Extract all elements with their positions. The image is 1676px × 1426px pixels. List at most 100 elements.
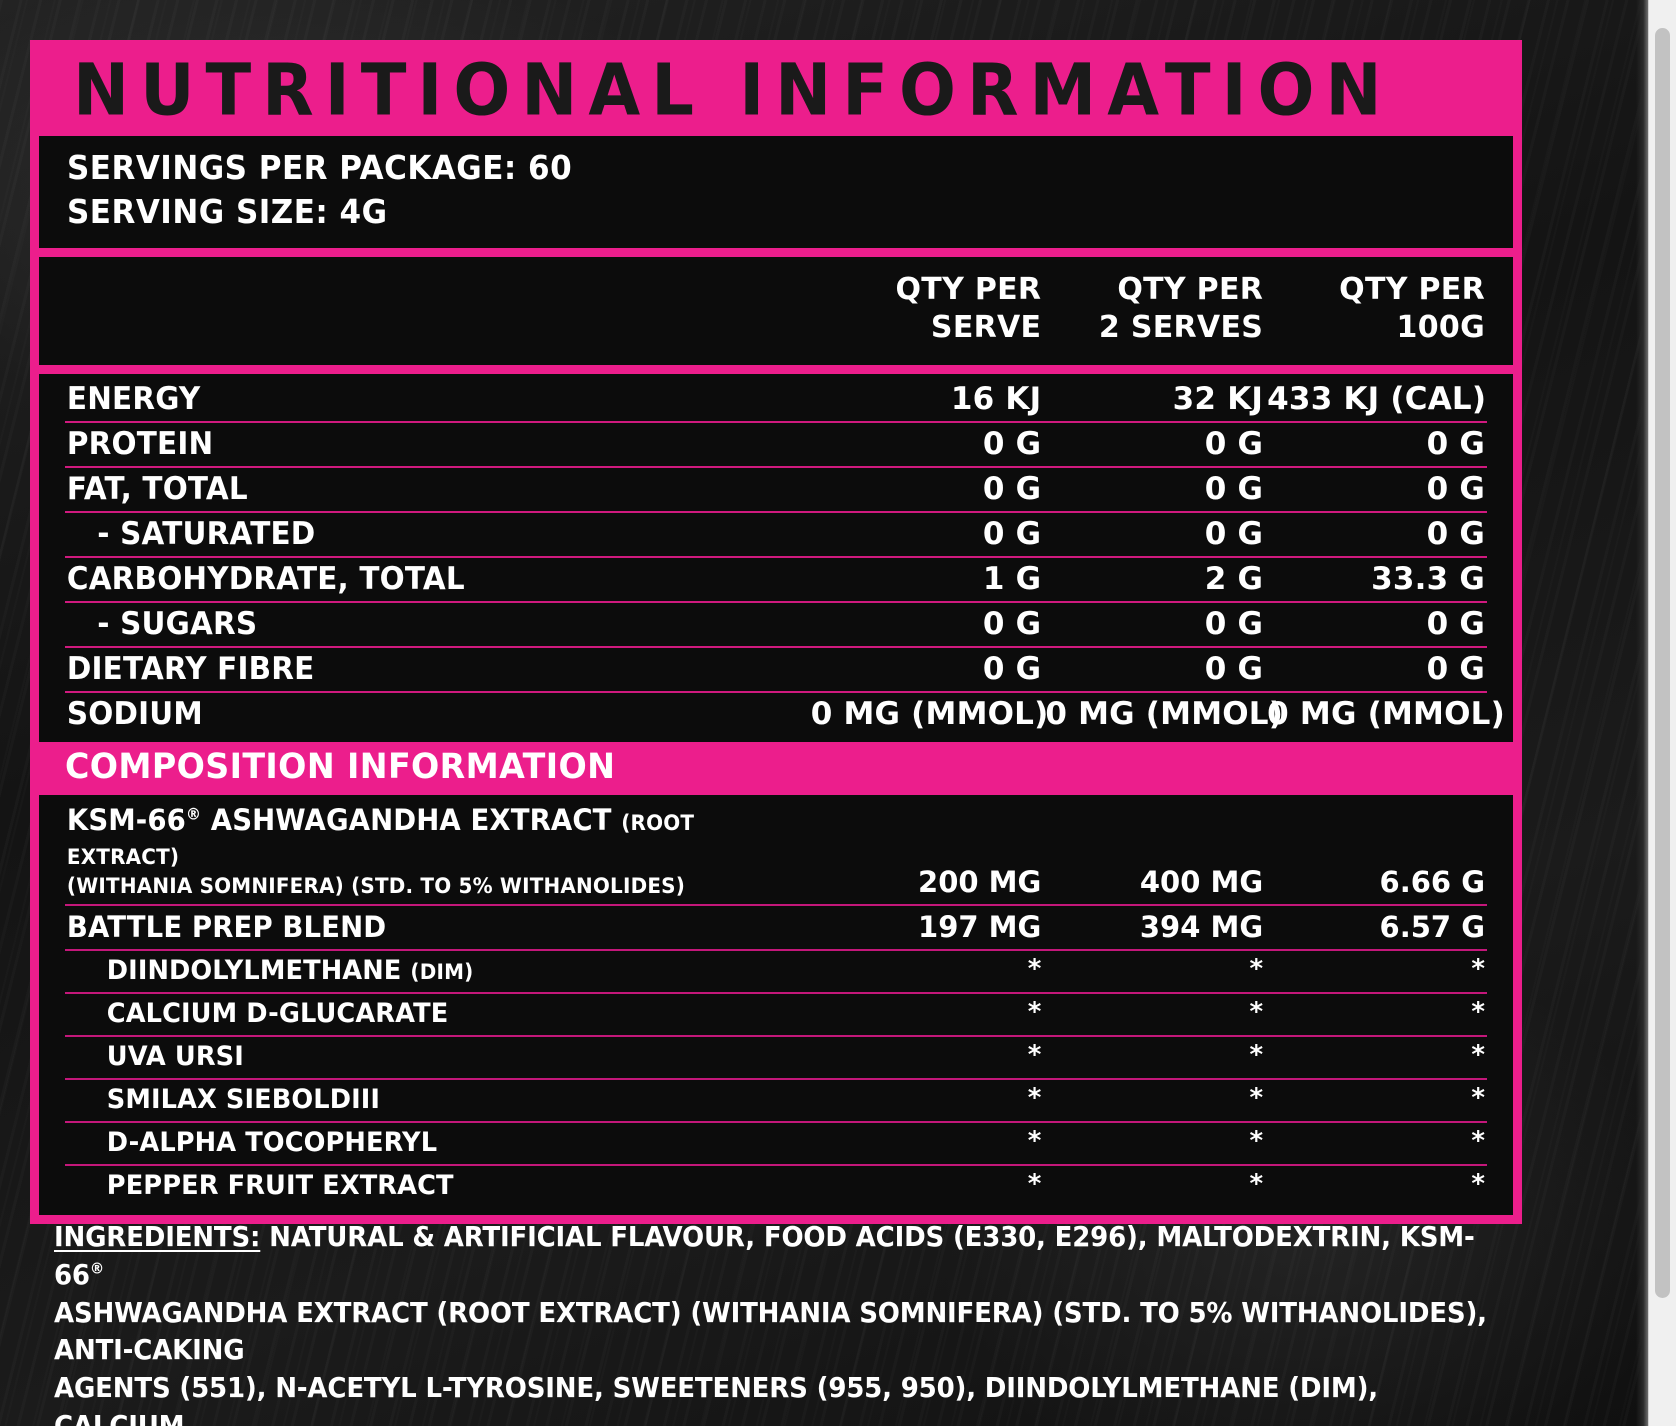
nutrient-name: - SATURATED <box>65 511 772 558</box>
ingredient-value-serve: * <box>808 1121 1044 1166</box>
ingredient-value-100g: * <box>1471 1168 1485 1199</box>
ingredient-name: BATTLE PREP BLEND <box>65 905 772 952</box>
nutrient-value-serve: 0 G <box>808 601 1044 648</box>
col-header-2serves-line1: QTY PER <box>1117 271 1264 307</box>
ingredient-name: UVA URSI <box>65 1036 772 1080</box>
table-row: SMILAX SIEBOLDIII * * * <box>65 1078 1487 1123</box>
composition-table: KSM-66® ASHWAGANDHA EXTRACT (ROOT EXTRAC… <box>65 798 1487 1207</box>
table-row: D-ALPHA TOCOPHERYL * * * <box>65 1121 1487 1166</box>
ingredient-name-main: PEPPER FRUIT EXTRACT <box>106 1169 454 1201</box>
ingredient-name-main: D-ALPHA TOCOPHERYL <box>106 1126 438 1158</box>
table-row: ENERGY 16 KJ 32 KJ 433 KJ (CAL) <box>65 377 1487 423</box>
scrollbar-thumb[interactable] <box>1655 28 1670 1298</box>
nutrient-value-100g: 433 KJ (CAL) <box>1265 377 1487 423</box>
ingredient-name-main: CALCIUM D-GLUCARATE <box>106 998 449 1030</box>
table-row: UVA URSI * * * <box>65 1036 1487 1080</box>
nutrient-name: - SUGARS <box>65 601 772 648</box>
nutrient-value-2serves: 0 G <box>1043 466 1266 513</box>
ingredient-value-100g: 6.66 G <box>1265 798 1487 907</box>
ingredients-line2: ASHWAGANDHA EXTRACT (ROOT EXTRACT) (WITH… <box>54 1295 1487 1367</box>
servings-per-package: SERVINGS PER PACKAGE: 60 <box>67 148 573 187</box>
ingredient-value-serve: 197 MG <box>808 905 1044 952</box>
divider-1 <box>39 247 1513 257</box>
ingredient-value-serve: 200 MG <box>808 798 1044 907</box>
registered-mark-icon: ® <box>185 804 202 824</box>
ingredients-paragraph: INGREDIENTS: NATURAL & ARTIFICIAL FLAVOU… <box>54 1218 1507 1426</box>
table-row: BATTLE PREP BLEND 197 MG 394 MG 6.57 G <box>65 905 1487 952</box>
ingredient-value-serve: * <box>1027 1168 1042 1199</box>
ingredient-name: CALCIUM D-GLUCARATE <box>65 993 772 1038</box>
nutrient-value-2serves: 2 G <box>1043 556 1266 603</box>
nutrient-value-serve: 0 G <box>808 421 1044 468</box>
ingredient-value-2serves: * <box>1043 993 1266 1038</box>
col-header-2serves-line2: 2 SERVES <box>1098 309 1264 345</box>
ingredient-value-2serves: * <box>1043 950 1266 995</box>
col-header-2serves: QTY PER 2 SERVES <box>1043 267 1265 353</box>
col-header-serve-line2: SERVE <box>930 309 1042 345</box>
ingredient-name: D-ALPHA TOCOPHERYL <box>65 1121 772 1166</box>
ingredient-name-rest: ASHWAGANDHA EXTRACT <box>201 802 612 837</box>
nutrient-name: PROTEIN <box>65 421 772 468</box>
composition-heading-label: COMPOSITION INFORMATION <box>65 746 616 787</box>
nutrient-value-100g: 0 G <box>1265 601 1487 648</box>
nutrient-value-serve: 1 G <box>808 556 1044 603</box>
nutrient-value-2serves: 0 G <box>1043 421 1266 468</box>
nutrient-value-100g: 0 G <box>1265 421 1487 468</box>
table-header-block: QTY PER SERVE QTY PER 2 SERVES QTY PER 1… <box>39 256 1513 365</box>
col-header-100g: QTY PER 100G <box>1265 267 1487 353</box>
panel-title-band: NUTRITIONAL INFORMATION <box>39 49 1513 136</box>
nutrient-value-100g: 0 G <box>1265 466 1487 513</box>
ingredients-label: INGREDIENTS: <box>54 1220 261 1253</box>
ingredient-value-2serves: * <box>1249 1168 1264 1199</box>
nutrition-panel: NUTRITIONAL INFORMATION SERVINGS PER PAC… <box>30 40 1522 1224</box>
ingredient-value-serve: * <box>808 993 1044 1038</box>
table-row: KSM-66® ASHWAGANDHA EXTRACT (ROOT EXTRAC… <box>65 798 1487 907</box>
ingredient-value-serve: * <box>808 1078 1044 1123</box>
nutrient-name: FAT, TOTAL <box>65 466 772 513</box>
nutrient-value-100g: 33.3 G <box>1265 556 1487 603</box>
ingredient-value-serve: * <box>808 950 1044 995</box>
ingredient-value-2serves: * <box>1043 1036 1266 1080</box>
ingredient-name-qualifier: (ROOT EXTRACT) <box>66 810 695 870</box>
ingredient-name-main: BATTLE PREP BLEND <box>66 910 387 945</box>
registered-mark-icon: ® <box>89 1259 105 1278</box>
ingredient-name-qualifier: (DIM) <box>410 960 474 985</box>
table-row: DIINDOLYLMETHANE (DIM) * * * <box>65 950 1487 995</box>
nutrient-value-2serves: 0 MG (MMOL) <box>1045 695 1284 732</box>
table-row: CALCIUM D-GLUCARATE * * * <box>65 993 1487 1038</box>
nutrient-name: DIETARY FIBRE <box>65 646 772 693</box>
ingredient-value-serve: * <box>808 1036 1044 1080</box>
nutrient-name: CARBOHYDRATE, TOTAL <box>65 556 772 603</box>
vertical-scrollbar[interactable] <box>1648 0 1676 1426</box>
composition-table-block: KSM-66® ASHWAGANDHA EXTRACT (ROOT EXTRAC… <box>39 794 1513 1215</box>
ingredient-name-main: SMILAX SIEBOLDIII <box>106 1083 381 1115</box>
ingredient-value-100g: * <box>1265 1078 1487 1123</box>
nutrient-value-100g: 0 G <box>1265 646 1487 693</box>
nutrient-value-2serves: 0 G <box>1043 646 1266 693</box>
nutrient-value-2serves: 0 G <box>1043 601 1266 648</box>
ingredients-section: INGREDIENTS: NATURAL & ARTIFICIAL FLAVOU… <box>54 1218 1514 1426</box>
col-header-serve-line1: QTY PER <box>895 271 1042 307</box>
composition-heading: COMPOSITION INFORMATION <box>39 741 1513 795</box>
table-header-row: QTY PER SERVE QTY PER 2 SERVES QTY PER 1… <box>65 267 1487 353</box>
ingredient-name-main: DIINDOLYLMETHANE <box>106 955 411 987</box>
col-header-100g-line2: 100G <box>1396 309 1485 345</box>
page-title: NUTRITIONAL INFORMATION <box>73 48 1393 132</box>
ingredient-name: KSM-66® ASHWAGANDHA EXTRACT (ROOT EXTRAC… <box>65 798 772 907</box>
col-header-blank <box>65 267 809 353</box>
ingredients-line3: AGENTS (551), N-ACETYL L-TYROSINE, SWEET… <box>54 1371 1379 1426</box>
ingredient-name-main: UVA URSI <box>106 1041 244 1073</box>
nutrient-name: SODIUM <box>66 695 203 732</box>
ingredient-name: DIINDOLYLMETHANE (DIM) <box>65 950 772 995</box>
ingredient-value-100g: * <box>1265 1036 1487 1080</box>
ingredient-value-2serves: * <box>1043 1121 1266 1166</box>
nutrient-value-serve: 0 G <box>808 646 1044 693</box>
ingredient-name-secondline: (WITHANIA SOMNIFERA) (STD. TO 5% WITHANO… <box>66 874 686 899</box>
ingredient-value-2serves: 400 MG <box>1043 798 1266 907</box>
